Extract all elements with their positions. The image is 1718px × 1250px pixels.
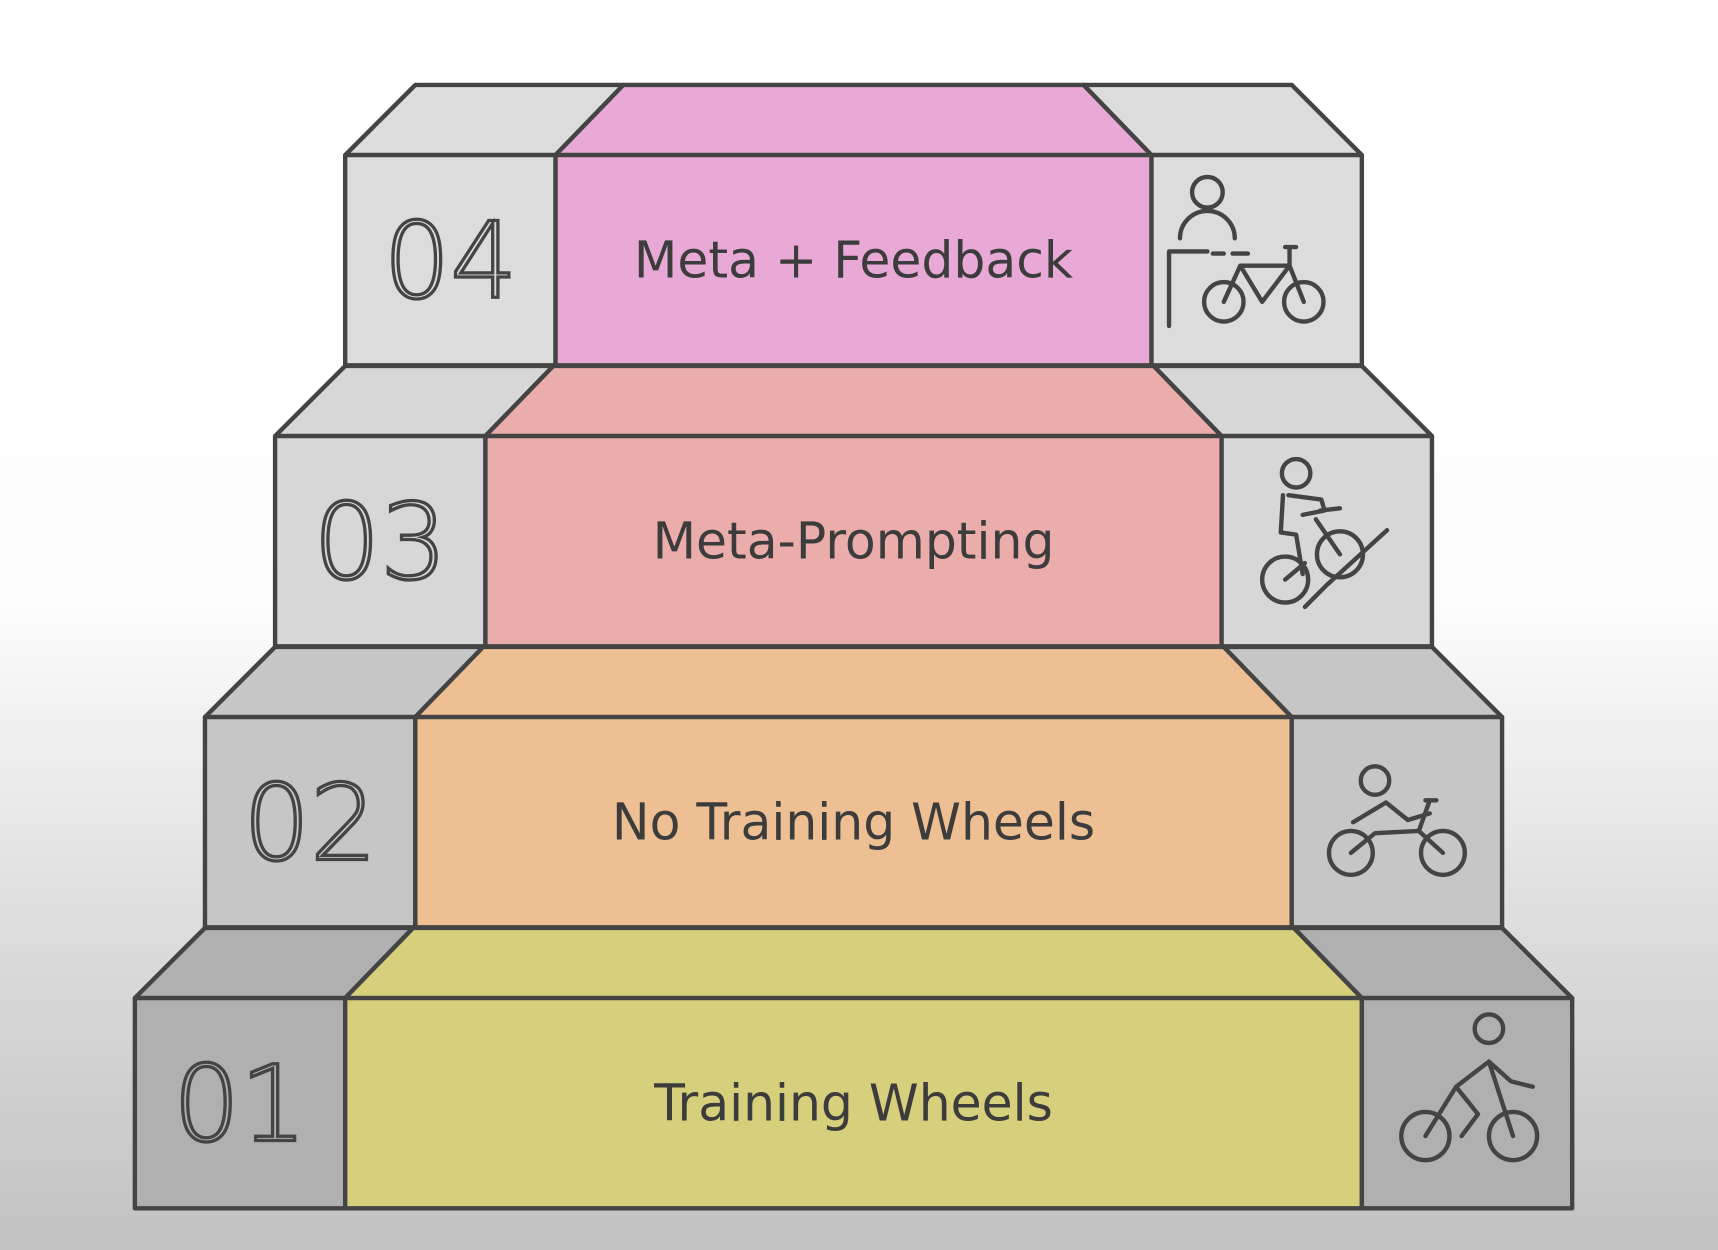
uphill-cyclist-icon — [1259, 456, 1390, 610]
step-tread — [343, 925, 1365, 1001]
step-number: 04 — [383, 199, 517, 322]
icon-block — [1149, 152, 1365, 368]
step-03: 03 Meta-Prompting — [272, 363, 1435, 649]
icon-block — [1219, 433, 1435, 649]
step-tread — [413, 644, 1294, 720]
step-01: 01 Training Wheels — [132, 925, 1575, 1211]
reclined-cyclist-icon — [1326, 764, 1468, 877]
step-label: Meta-Prompting — [653, 512, 1055, 571]
step-number: 03 — [313, 480, 447, 603]
step-tread — [553, 82, 1154, 158]
person-with-bicycle-icon — [1166, 174, 1326, 329]
step-label: No Training Wheels — [612, 793, 1095, 852]
step-tread — [483, 363, 1224, 439]
step-label: Meta + Feedback — [634, 231, 1074, 290]
icon-block — [1289, 714, 1505, 930]
step-number: 02 — [243, 761, 377, 884]
step-label: Training Wheels — [653, 1074, 1053, 1133]
step-04: 04 Meta + Feedback — [343, 82, 1365, 368]
step-number: 01 — [173, 1042, 307, 1165]
step-02: 02 No Training Wheels — [202, 644, 1505, 930]
cyclist-icon — [1399, 1012, 1540, 1163]
